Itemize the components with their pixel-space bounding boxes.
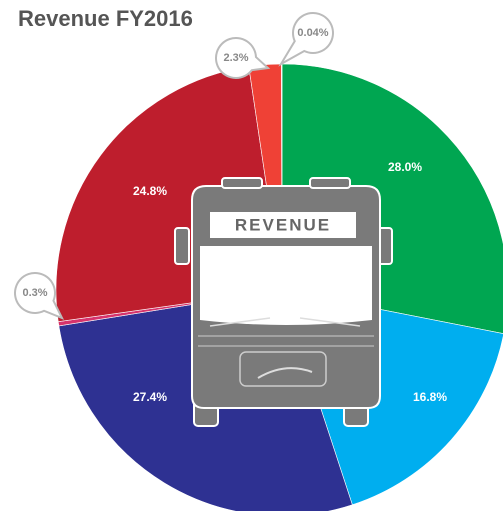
windshield <box>200 246 372 325</box>
bus-icon <box>174 177 393 427</box>
light <box>221 177 263 189</box>
grille <box>239 351 327 387</box>
value-label: 27.4% <box>133 390 167 404</box>
sign <box>210 212 356 238</box>
callout-bubble <box>215 37 271 79</box>
callout-bubble <box>14 272 65 320</box>
mirror <box>174 227 190 265</box>
bus-label: REVENUE <box>235 215 331 234</box>
value-label: 0.04% <box>297 27 328 39</box>
callout-bubble <box>278 12 334 67</box>
labels: 28.0% 16.8% 27.4% 0.3% 24.8% 2.3% 0.04% <box>14 12 447 404</box>
chart-title: Revenue FY2016 <box>18 6 193 31</box>
value-label: 2.3% <box>223 52 248 64</box>
value-label: 28.0% <box>388 160 422 174</box>
value-label: 16.8% <box>413 390 447 404</box>
value-label: 0.3% <box>22 287 47 299</box>
value-label: 24.8% <box>133 184 167 198</box>
light <box>309 177 351 189</box>
